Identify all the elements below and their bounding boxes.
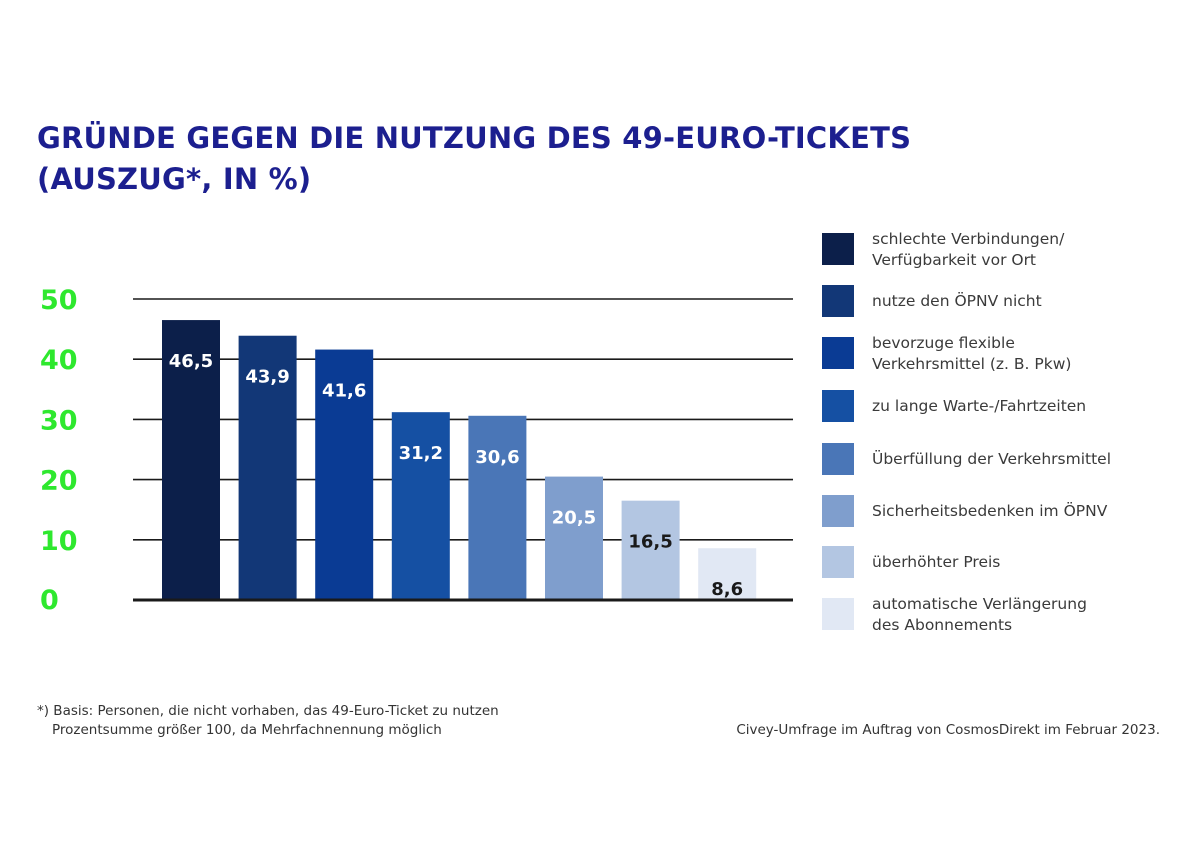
bar-4 <box>391 412 450 600</box>
bar-value-label-3: 41,6 <box>322 381 366 402</box>
source-note: Civey-Umfrage im Auftrag von CosmosDirek… <box>736 722 1160 738</box>
legend-label-4: zu lange Warte-/Fahrtzeiten <box>872 397 1087 415</box>
legend-label-3: bevorzuge flexible Verkehrsmittel (z. B.… <box>872 334 1072 373</box>
bar-chart: 0 10 20 30 40 50 46,5 43,9 41,6 31,2 30,6 20,5 16,5 8… <box>40 285 793 616</box>
footnote-line-2: Prozentsumme größer 100, da Mehrfachnenn… <box>52 722 442 738</box>
y-tick-label-30: 30 <box>40 405 78 436</box>
bar-6 <box>545 476 603 600</box>
bar-value-label-8: 8,6 <box>711 579 743 600</box>
bar-value-label-7: 16,5 <box>628 532 672 553</box>
y-tick-label-20: 20 <box>40 466 78 497</box>
bar-value-label-5: 30,6 <box>475 447 519 468</box>
legend-swatch-2 <box>822 285 854 317</box>
chart-legend: schlechte Verbindungen/ Verfügbarkeit vo… <box>822 0 1182 660</box>
y-tick-label-40: 40 <box>40 345 78 376</box>
bar-value-label-2: 43,9 <box>245 367 289 388</box>
legend-label-6: Sicherheitsbedenken im ÖPNV <box>872 502 1108 520</box>
legend-swatch-6 <box>822 495 854 527</box>
bar-3 <box>315 349 374 600</box>
bar-7 <box>621 500 680 600</box>
legend-label-2: nutze den ÖPNV nicht <box>872 292 1042 310</box>
legend-swatch-4 <box>822 390 854 422</box>
legend-swatch-8 <box>822 598 854 630</box>
legend-label-7: überhöhter Preis <box>872 553 1001 571</box>
legend-swatch-3 <box>822 337 854 369</box>
footnote-line-1: *) Basis: Personen, die nicht vorhaben, … <box>37 703 499 719</box>
y-tick-label-50: 50 <box>40 285 78 316</box>
chart-title: GRÜNDE GEGEN DIE NUTZUNG DES 49-EURO-TIC… <box>37 118 1037 200</box>
bar-value-label-6: 20,5 <box>552 508 596 529</box>
legend-label-5: Überfüllung der Verkehrsmittel <box>872 450 1112 468</box>
legend-swatch-1 <box>822 233 854 265</box>
chart-title-line-2: (AUSZUG*, IN %) <box>37 162 312 196</box>
bar-value-label-4: 31,2 <box>399 443 443 464</box>
legend-label-8: automatische Verlängerung des Abonnement… <box>872 595 1087 634</box>
bar-1 <box>162 320 220 600</box>
legend-swatch-5 <box>822 443 854 475</box>
chart-title-line-1: GRÜNDE GEGEN DIE NUTZUNG DES 49-EURO-TIC… <box>37 121 912 155</box>
legend-label-1: schlechte Verbindungen/ Verfügbarkeit vo… <box>872 230 1065 269</box>
y-tick-label-10: 10 <box>40 526 78 557</box>
y-tick-label-0: 0 <box>40 585 59 616</box>
bar-5 <box>468 415 527 600</box>
bar-8 <box>698 548 757 600</box>
footnote: *) Basis: Personen, die nicht vorhaben, … <box>37 702 499 740</box>
legend-swatch-7 <box>822 546 854 578</box>
bar-value-label-1: 46,5 <box>169 351 213 372</box>
bar-2 <box>238 335 297 600</box>
